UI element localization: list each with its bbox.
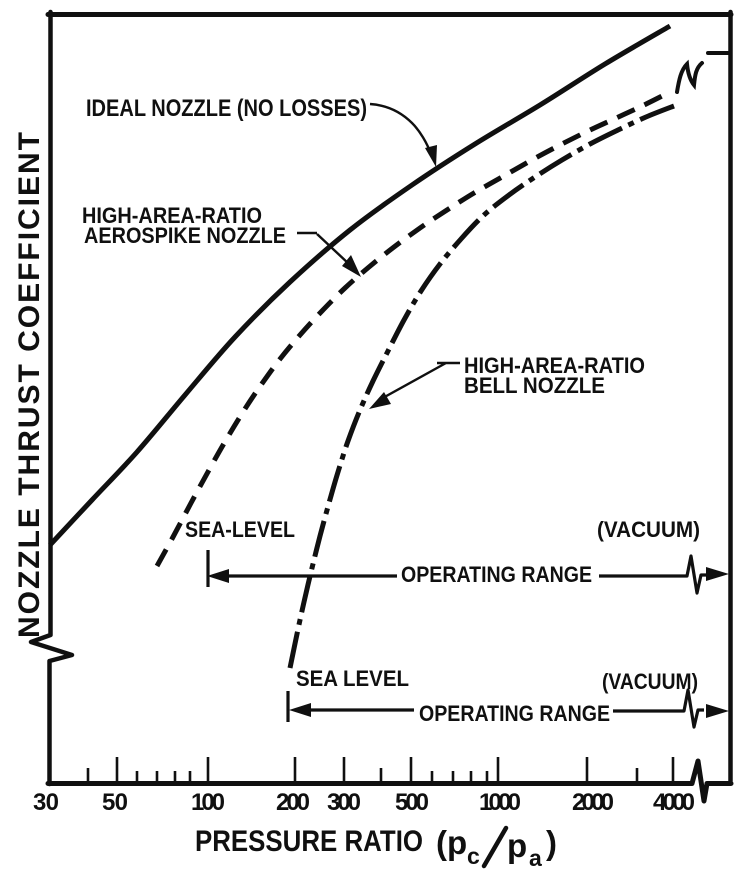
svg-text:4000: 4000: [653, 789, 695, 816]
svg-text:AEROSPIKE NOZZLE: AEROSPIKE NOZZLE: [84, 223, 286, 248]
svg-text:BELL NOZZLE: BELL NOZZLE: [464, 373, 605, 398]
svg-text:30: 30: [33, 789, 59, 816]
svg-text:500: 500: [395, 789, 429, 816]
svg-text:PRESSURE RATIO: PRESSURE RATIO: [195, 825, 423, 858]
svg-text:a: a: [529, 845, 542, 871]
svg-text:200: 200: [276, 789, 310, 816]
svg-text:100: 100: [191, 789, 225, 816]
svg-text:300: 300: [327, 789, 361, 816]
svg-text:(p: (p: [436, 824, 467, 861]
svg-text:c: c: [467, 843, 480, 869]
svg-text:OPERATING RANGE: OPERATING RANGE: [419, 701, 610, 726]
svg-text:NOZZLE THRUST COEFFICIENT: NOZZLE THRUST COEFFICIENT: [13, 132, 46, 638]
svg-text:IDEAL NOZZLE (NO LOSSES): IDEAL NOZZLE (NO LOSSES): [86, 95, 367, 122]
svg-text:1000: 1000: [479, 789, 521, 816]
svg-text:2000: 2000: [572, 789, 614, 816]
svg-text:(VACUUM): (VACUUM): [602, 669, 698, 694]
svg-text:SEA-LEVEL: SEA-LEVEL: [185, 517, 295, 542]
svg-text:SEA LEVEL: SEA LEVEL: [296, 666, 409, 691]
svg-text:(VACUUM): (VACUUM): [597, 517, 700, 542]
svg-text:50: 50: [102, 789, 128, 816]
svg-text:OPERATING RANGE: OPERATING RANGE: [401, 562, 592, 587]
svg-text:p: p: [507, 827, 527, 864]
svg-text:HIGH-AREA-RATIO: HIGH-AREA-RATIO: [464, 353, 645, 378]
svg-text:HIGH-AREA-RATIO: HIGH-AREA-RATIO: [82, 203, 262, 228]
svg-text:): ): [546, 824, 557, 861]
